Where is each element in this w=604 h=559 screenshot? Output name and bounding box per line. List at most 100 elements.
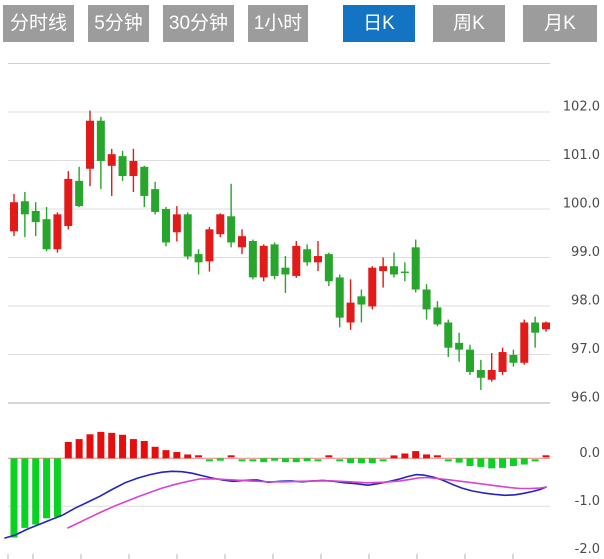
- tab-5min[interactable]: 5分钟: [88, 5, 149, 42]
- candle-body: [324, 254, 333, 282]
- candle-body: [31, 210, 40, 223]
- tab-monthly-k[interactable]: 月K: [523, 5, 597, 42]
- macd-bar: [216, 458, 224, 461]
- candle-body: [357, 296, 366, 305]
- candle-body: [389, 266, 398, 275]
- candle-body: [161, 209, 170, 243]
- candle-body: [411, 247, 420, 290]
- macd-bar: [140, 441, 148, 459]
- candle-body: [292, 245, 301, 276]
- macd-bar: [520, 458, 528, 465]
- macd-bar: [151, 446, 159, 459]
- kline-chart[interactable]: 102.0 101.0 100.0 99.0 98.0 97.0 96.0 0.0 -1.0 -2…: [0, 50, 604, 559]
- candle-body: [237, 236, 246, 248]
- price-axis-label: 96.0: [571, 391, 600, 406]
- candle-body: [172, 214, 181, 233]
- tab-timeline[interactable]: 分时线: [3, 5, 74, 42]
- macd-bar: [336, 459, 344, 462]
- candle-body: [520, 322, 529, 363]
- price-axis-label: 97.0: [571, 342, 600, 357]
- macd-bar: [455, 458, 463, 463]
- candle-body: [248, 241, 257, 278]
- candle-body: [313, 256, 322, 263]
- macd-bar: [32, 458, 40, 525]
- price-axis-label: 100.0: [563, 197, 600, 212]
- dea-line: [67, 476, 547, 529]
- macd-axis-label: -2.0: [575, 542, 600, 557]
- macd-axis-label: 0.0: [579, 446, 600, 461]
- candle-body: [42, 219, 51, 250]
- macd-bar: [314, 459, 322, 462]
- macd-bar: [444, 459, 452, 462]
- macd-bar: [249, 459, 257, 462]
- candle-body: [53, 214, 62, 250]
- macd-bar: [423, 454, 431, 459]
- tab-30min[interactable]: 30分钟: [163, 5, 234, 42]
- macd-axis-label: -1.0: [575, 494, 600, 509]
- macd-bar: [260, 458, 268, 463]
- candle-body: [541, 322, 550, 330]
- interval-tabbar: 分时线 5分钟 30分钟 1小时 日K 周K 月K: [0, 0, 604, 50]
- macd-bar: [488, 458, 496, 469]
- candle-wick: [491, 353, 493, 382]
- tab-daily-k[interactable]: 日K: [343, 5, 415, 42]
- macd-bar: [184, 454, 192, 459]
- price-axis-label: 99.0: [571, 245, 600, 260]
- price-axis-label: 102.0: [563, 100, 600, 115]
- candle-body: [281, 267, 290, 275]
- macd-bar: [75, 439, 83, 459]
- macd-bar: [357, 458, 365, 464]
- macd-bar: [401, 453, 409, 459]
- candle-body: [476, 370, 485, 378]
- macd-bar: [466, 458, 474, 466]
- candle-body: [346, 302, 355, 323]
- macd-bar: [499, 458, 507, 468]
- candle-body: [118, 156, 127, 177]
- candle-body: [433, 307, 442, 325]
- candle-body: [400, 271, 409, 273]
- candle-body: [140, 166, 149, 196]
- macd-bar: [325, 455, 333, 458]
- candle-body: [270, 244, 279, 276]
- macd-bar: [390, 455, 398, 459]
- macd-bar: [347, 458, 355, 464]
- candle-wick: [317, 241, 319, 272]
- macd-bar: [43, 458, 51, 519]
- candle-body: [368, 267, 377, 307]
- macd-bar: [227, 455, 235, 458]
- price-axis-label: 101.0: [563, 148, 600, 163]
- candle-body: [465, 349, 474, 372]
- candle-wick: [393, 252, 395, 278]
- candle-body: [20, 201, 29, 215]
- candle-body: [455, 342, 464, 350]
- macd-bar: [379, 459, 387, 462]
- candle-body: [129, 160, 138, 177]
- candle-wick: [382, 257, 384, 288]
- macd-bar: [108, 432, 116, 459]
- macd-bar: [542, 455, 550, 458]
- macd-bar: [195, 455, 203, 458]
- macd-bar: [97, 431, 105, 459]
- tab-1hour[interactable]: 1小时: [248, 5, 308, 42]
- candle-body: [531, 322, 540, 333]
- tab-weekly-k[interactable]: 周K: [433, 5, 505, 42]
- macd-bar: [271, 458, 279, 461]
- macd-bar: [531, 459, 539, 462]
- macd-bar: [86, 434, 94, 459]
- price-axis-label: 98.0: [571, 294, 600, 309]
- macd-bar: [368, 458, 376, 464]
- candle-body: [335, 277, 344, 318]
- macd-bar: [10, 458, 18, 538]
- macd-bar: [238, 459, 246, 462]
- candle-wick: [111, 148, 113, 196]
- macd-bar: [292, 458, 300, 463]
- candle-body: [10, 202, 18, 232]
- macd-bar: [53, 458, 61, 517]
- macd-bar: [162, 450, 170, 459]
- candle-body: [194, 254, 203, 263]
- candle-body: [96, 120, 105, 161]
- macd-bar: [205, 459, 213, 462]
- macd-bar: [433, 455, 441, 458]
- candle-body: [205, 229, 214, 262]
- candle-body: [422, 289, 431, 310]
